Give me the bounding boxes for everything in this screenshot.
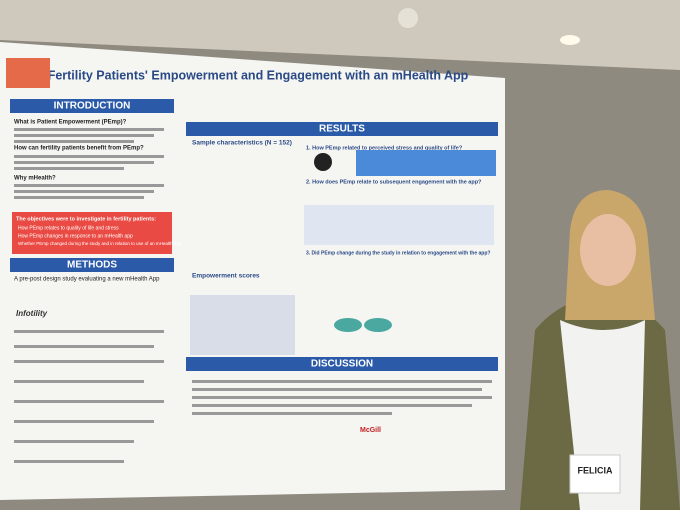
objective: How PEmp relates to quality of life and … [18,225,119,231]
heading: Why mHealth? [14,176,56,182]
body-text [192,380,492,415]
section-title: RESULTS [319,124,365,135]
heading: What is Patient Empowerment (PEmp)? [14,120,127,126]
heading: How can fertility patients benefit from … [14,146,144,152]
ceiling [0,0,680,70]
badge-name: FELICIA [578,465,613,475]
heading: 1. How PEmp related to perceived stress … [306,145,463,151]
section-bar [186,122,498,136]
poster-title: Fertility Patients' Empowerment and Enga… [48,68,469,82]
section-bar [10,99,174,113]
scores-table [190,295,295,355]
section-title: METHODS [67,260,117,271]
heading: 2. How does PEmp relate to subsequent en… [306,179,482,185]
section-title: DISCUSSION [311,359,373,370]
ceiling-fixture [398,8,418,28]
logo-icon [6,58,50,88]
icon [314,153,332,171]
heading: Sample characteristics (N = 152) [192,140,292,147]
methods-lead: A pre-post design study evaluating a new… [14,277,160,283]
heading: Empowerment scores [192,273,260,280]
objective: Whether PEmp changed during the study an… [18,241,182,246]
section-bar [186,357,498,371]
heading: 3. Did PEmp change during the study in r… [306,250,490,256]
highlight-box [356,150,496,176]
objective: How PEmp changes in response to an mHeal… [18,233,133,239]
section-title: INTRODUCTION [54,101,131,112]
badge [569,454,621,494]
logo: McGill [360,427,381,434]
section-bar [10,258,174,272]
ceiling-light [560,35,580,45]
body-text [14,128,164,463]
logo: Infotility [16,309,48,318]
diagram-node [364,318,392,332]
diagram-node [334,318,362,332]
objectives-title: The objectives were to investigate in fe… [16,216,156,222]
highlight-box [304,205,494,245]
face [580,214,636,286]
objectives-box [12,212,172,254]
